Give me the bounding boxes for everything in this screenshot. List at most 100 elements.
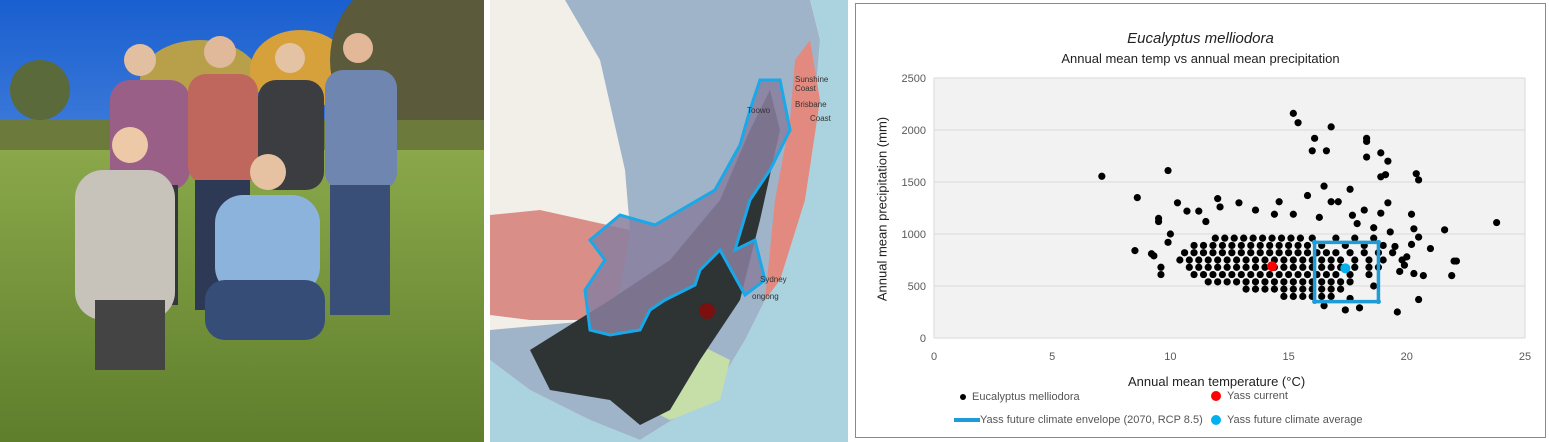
species-point [1275, 241, 1283, 250]
species-point [1150, 252, 1158, 260]
species-point [1256, 241, 1264, 250]
species-point [1337, 278, 1345, 286]
species-point [1355, 304, 1364, 312]
chart-title: Eucalyptus melliodora [1127, 30, 1274, 47]
species-point [1337, 256, 1345, 264]
species-point [1415, 295, 1423, 304]
species-point [1242, 278, 1250, 286]
species-point [1332, 270, 1340, 279]
species-point [1258, 234, 1267, 242]
species-point [1223, 263, 1231, 271]
species-point [1237, 249, 1245, 257]
scatter-chart: Eucalyptus melliodora Annual mean temp v… [855, 3, 1546, 438]
group-photo [0, 0, 484, 442]
species-point [1256, 249, 1264, 257]
blue-line-icon [954, 418, 980, 422]
species-point [1237, 241, 1245, 250]
species-point [1275, 270, 1283, 279]
map-label: ongong [752, 292, 779, 301]
species-point [1270, 285, 1279, 293]
species-point [1327, 256, 1335, 264]
y-tick-label: 1500 [902, 177, 926, 189]
species-point [1346, 185, 1354, 193]
species-point [1363, 137, 1371, 146]
species-point [1294, 270, 1302, 279]
species-point [1285, 249, 1293, 257]
species-point [1195, 256, 1203, 264]
species-point [1318, 256, 1326, 264]
species-point [1384, 199, 1392, 207]
map-label: Coast [810, 114, 831, 123]
species-point [1308, 147, 1316, 155]
species-point [1214, 278, 1222, 286]
species-point [1348, 211, 1357, 219]
envelope-vertex [1312, 299, 1318, 305]
species-point [1183, 207, 1191, 215]
species-point [1377, 209, 1385, 217]
species-point [1299, 263, 1307, 271]
species-point [1303, 241, 1312, 250]
species-point [1303, 191, 1312, 200]
species-point [1412, 170, 1420, 178]
species-point [1441, 226, 1449, 234]
species-point [1154, 217, 1163, 226]
species-point [1211, 234, 1219, 242]
red-dot-icon [1211, 391, 1221, 401]
species-point [1322, 147, 1331, 155]
y-axis-label: Annual mean precipitation (mm) [874, 116, 890, 302]
plot-background [933, 77, 1526, 339]
species-point [1280, 278, 1288, 286]
species-point [1294, 249, 1302, 257]
species-point [1381, 171, 1390, 179]
x-tick-label: 10 [1164, 351, 1176, 363]
species-point [1386, 228, 1394, 236]
y-tick-label: 0 [920, 333, 926, 345]
legend-item-species: Eucalyptus melliodora [960, 391, 1080, 403]
map-canvas [490, 0, 848, 442]
species-point [1133, 194, 1141, 202]
species-point [1320, 302, 1328, 310]
species-point [1195, 207, 1203, 215]
species-point [1294, 241, 1302, 250]
species-point [1221, 234, 1229, 242]
x-axis-label: Annual mean temperature (°C) [1128, 374, 1306, 389]
distribution-map[interactable]: Sunshine Coast Brisbane Coast Toowo Sydn… [490, 0, 848, 442]
climate-envelope-outline [583, 78, 792, 337]
species-point [1228, 241, 1236, 250]
plot-area: 0 500 1000 1500 2000 2500 0 5 10 15 20 25 [902, 73, 1532, 363]
x-tick-label: 0 [931, 351, 937, 363]
species-point [1199, 270, 1208, 279]
species-point [1320, 182, 1328, 190]
species-point [1190, 249, 1198, 257]
x-tick-label: 15 [1282, 351, 1294, 363]
species-point [1247, 270, 1255, 279]
species-point [1190, 241, 1198, 250]
species-point [1299, 256, 1307, 264]
species-point [1410, 225, 1418, 233]
species-point [1351, 256, 1359, 264]
species-point [1289, 256, 1297, 264]
species-point [1285, 241, 1293, 250]
species-point [1289, 278, 1297, 286]
species-point [1370, 282, 1378, 290]
species-point [1285, 270, 1293, 279]
species-point [1337, 285, 1345, 293]
species-point [1318, 285, 1326, 293]
species-point [1299, 292, 1307, 300]
species-point [1334, 198, 1342, 206]
x-tick-label: 20 [1401, 351, 1413, 363]
species-point [1185, 256, 1193, 264]
species-point [1209, 241, 1217, 250]
y-tick-label: 1000 [902, 229, 926, 241]
species-point [1270, 278, 1279, 286]
species-point [1289, 285, 1297, 293]
species-point [1199, 241, 1208, 250]
species-point [1287, 234, 1295, 242]
species-point [1299, 278, 1307, 286]
legend-item-current: Yass current [1211, 390, 1288, 402]
species-point [1251, 256, 1260, 264]
envelope-vertex [1312, 239, 1318, 245]
species-point [1332, 234, 1340, 242]
species-point [1261, 285, 1269, 293]
species-point [1251, 206, 1260, 214]
